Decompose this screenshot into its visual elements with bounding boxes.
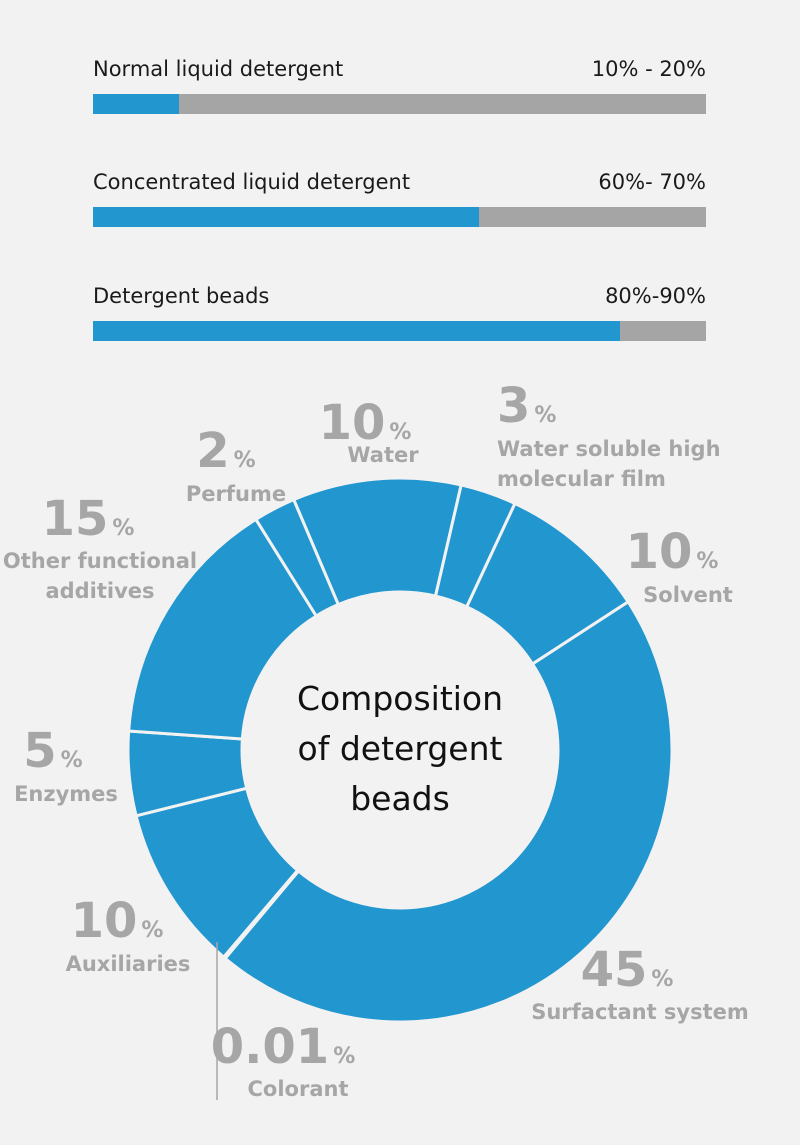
slice-label: Other functional — [3, 549, 197, 573]
slice-percent: 10% — [71, 893, 164, 949]
bar-label: Normal liquid detergent — [93, 57, 344, 81]
slice-label: Enzymes — [14, 782, 118, 806]
bar-track — [93, 207, 706, 227]
slice-percent: 3% — [497, 378, 556, 434]
donut-slice — [253, 497, 341, 619]
donut-slice — [223, 599, 674, 1024]
chart-center-title: of detergent — [298, 729, 503, 768]
bar-fill — [93, 321, 621, 341]
slice-percent: 2% — [196, 423, 255, 479]
slice-percent: 0.01% — [211, 1019, 355, 1075]
slice-label: Water soluble high — [497, 437, 721, 461]
slice-percent: 10% — [626, 524, 719, 580]
bar-label: Detergent beads — [93, 284, 270, 308]
bar-fill — [93, 94, 179, 114]
chart-center-title: Composition — [297, 679, 503, 718]
bar-range: 60%- 70% — [598, 170, 706, 194]
slice-percent: 5% — [23, 723, 82, 779]
slice-label: additives — [45, 579, 154, 603]
donut-slices — [126, 476, 674, 1024]
slice-label: Auxiliaries — [66, 952, 191, 976]
bar-range: 10% - 20% — [591, 57, 706, 81]
bar-range: 80%-90% — [605, 284, 706, 308]
bar-track — [93, 94, 706, 114]
slice-percent: 15% — [42, 491, 135, 547]
bar-fill — [93, 207, 480, 227]
chart-center-title: beads — [350, 779, 450, 818]
slice-label: Solvent — [643, 583, 733, 607]
bar-track — [93, 321, 706, 341]
slice-label: Perfume — [186, 482, 286, 506]
slice-label: Surfactant system — [531, 1000, 749, 1024]
slice-label: Water — [347, 443, 419, 467]
slice-label: molecular film — [497, 467, 666, 491]
slice-percent: 10% — [319, 395, 412, 451]
bar-label: Concentrated liquid detergent — [93, 170, 411, 194]
slice-label: Colorant — [248, 1077, 349, 1101]
slice-percent: 45% — [581, 942, 674, 998]
